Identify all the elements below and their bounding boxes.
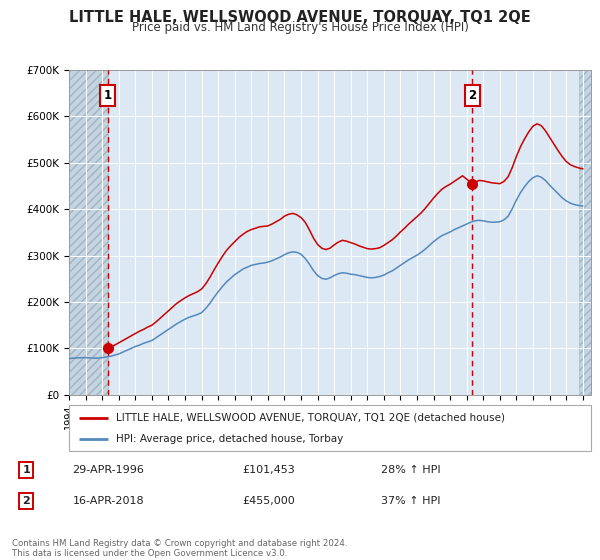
Text: 16-APR-2018: 16-APR-2018	[73, 496, 144, 506]
Text: HPI: Average price, detached house, Torbay: HPI: Average price, detached house, Torb…	[116, 435, 343, 444]
Text: £101,453: £101,453	[242, 465, 295, 475]
Text: LITTLE HALE, WELLSWOOD AVENUE, TORQUAY, TQ1 2QE: LITTLE HALE, WELLSWOOD AVENUE, TORQUAY, …	[69, 10, 531, 25]
Text: Price paid vs. HM Land Registry's House Price Index (HPI): Price paid vs. HM Land Registry's House …	[131, 21, 469, 34]
Text: £455,000: £455,000	[242, 496, 295, 506]
Text: 1: 1	[23, 465, 30, 475]
Text: 1: 1	[104, 89, 112, 102]
Text: Contains HM Land Registry data © Crown copyright and database right 2024.
This d: Contains HM Land Registry data © Crown c…	[12, 539, 347, 558]
Text: 28% ↑ HPI: 28% ↑ HPI	[380, 465, 440, 475]
FancyBboxPatch shape	[69, 405, 591, 451]
Bar	[69, 70, 107, 395]
Text: 2: 2	[468, 89, 476, 102]
Text: 29-APR-1996: 29-APR-1996	[73, 465, 145, 475]
Text: 37% ↑ HPI: 37% ↑ HPI	[380, 496, 440, 506]
Text: 2: 2	[23, 496, 30, 506]
Bar	[578, 70, 591, 395]
Text: LITTLE HALE, WELLSWOOD AVENUE, TORQUAY, TQ1 2QE (detached house): LITTLE HALE, WELLSWOOD AVENUE, TORQUAY, …	[116, 413, 505, 423]
